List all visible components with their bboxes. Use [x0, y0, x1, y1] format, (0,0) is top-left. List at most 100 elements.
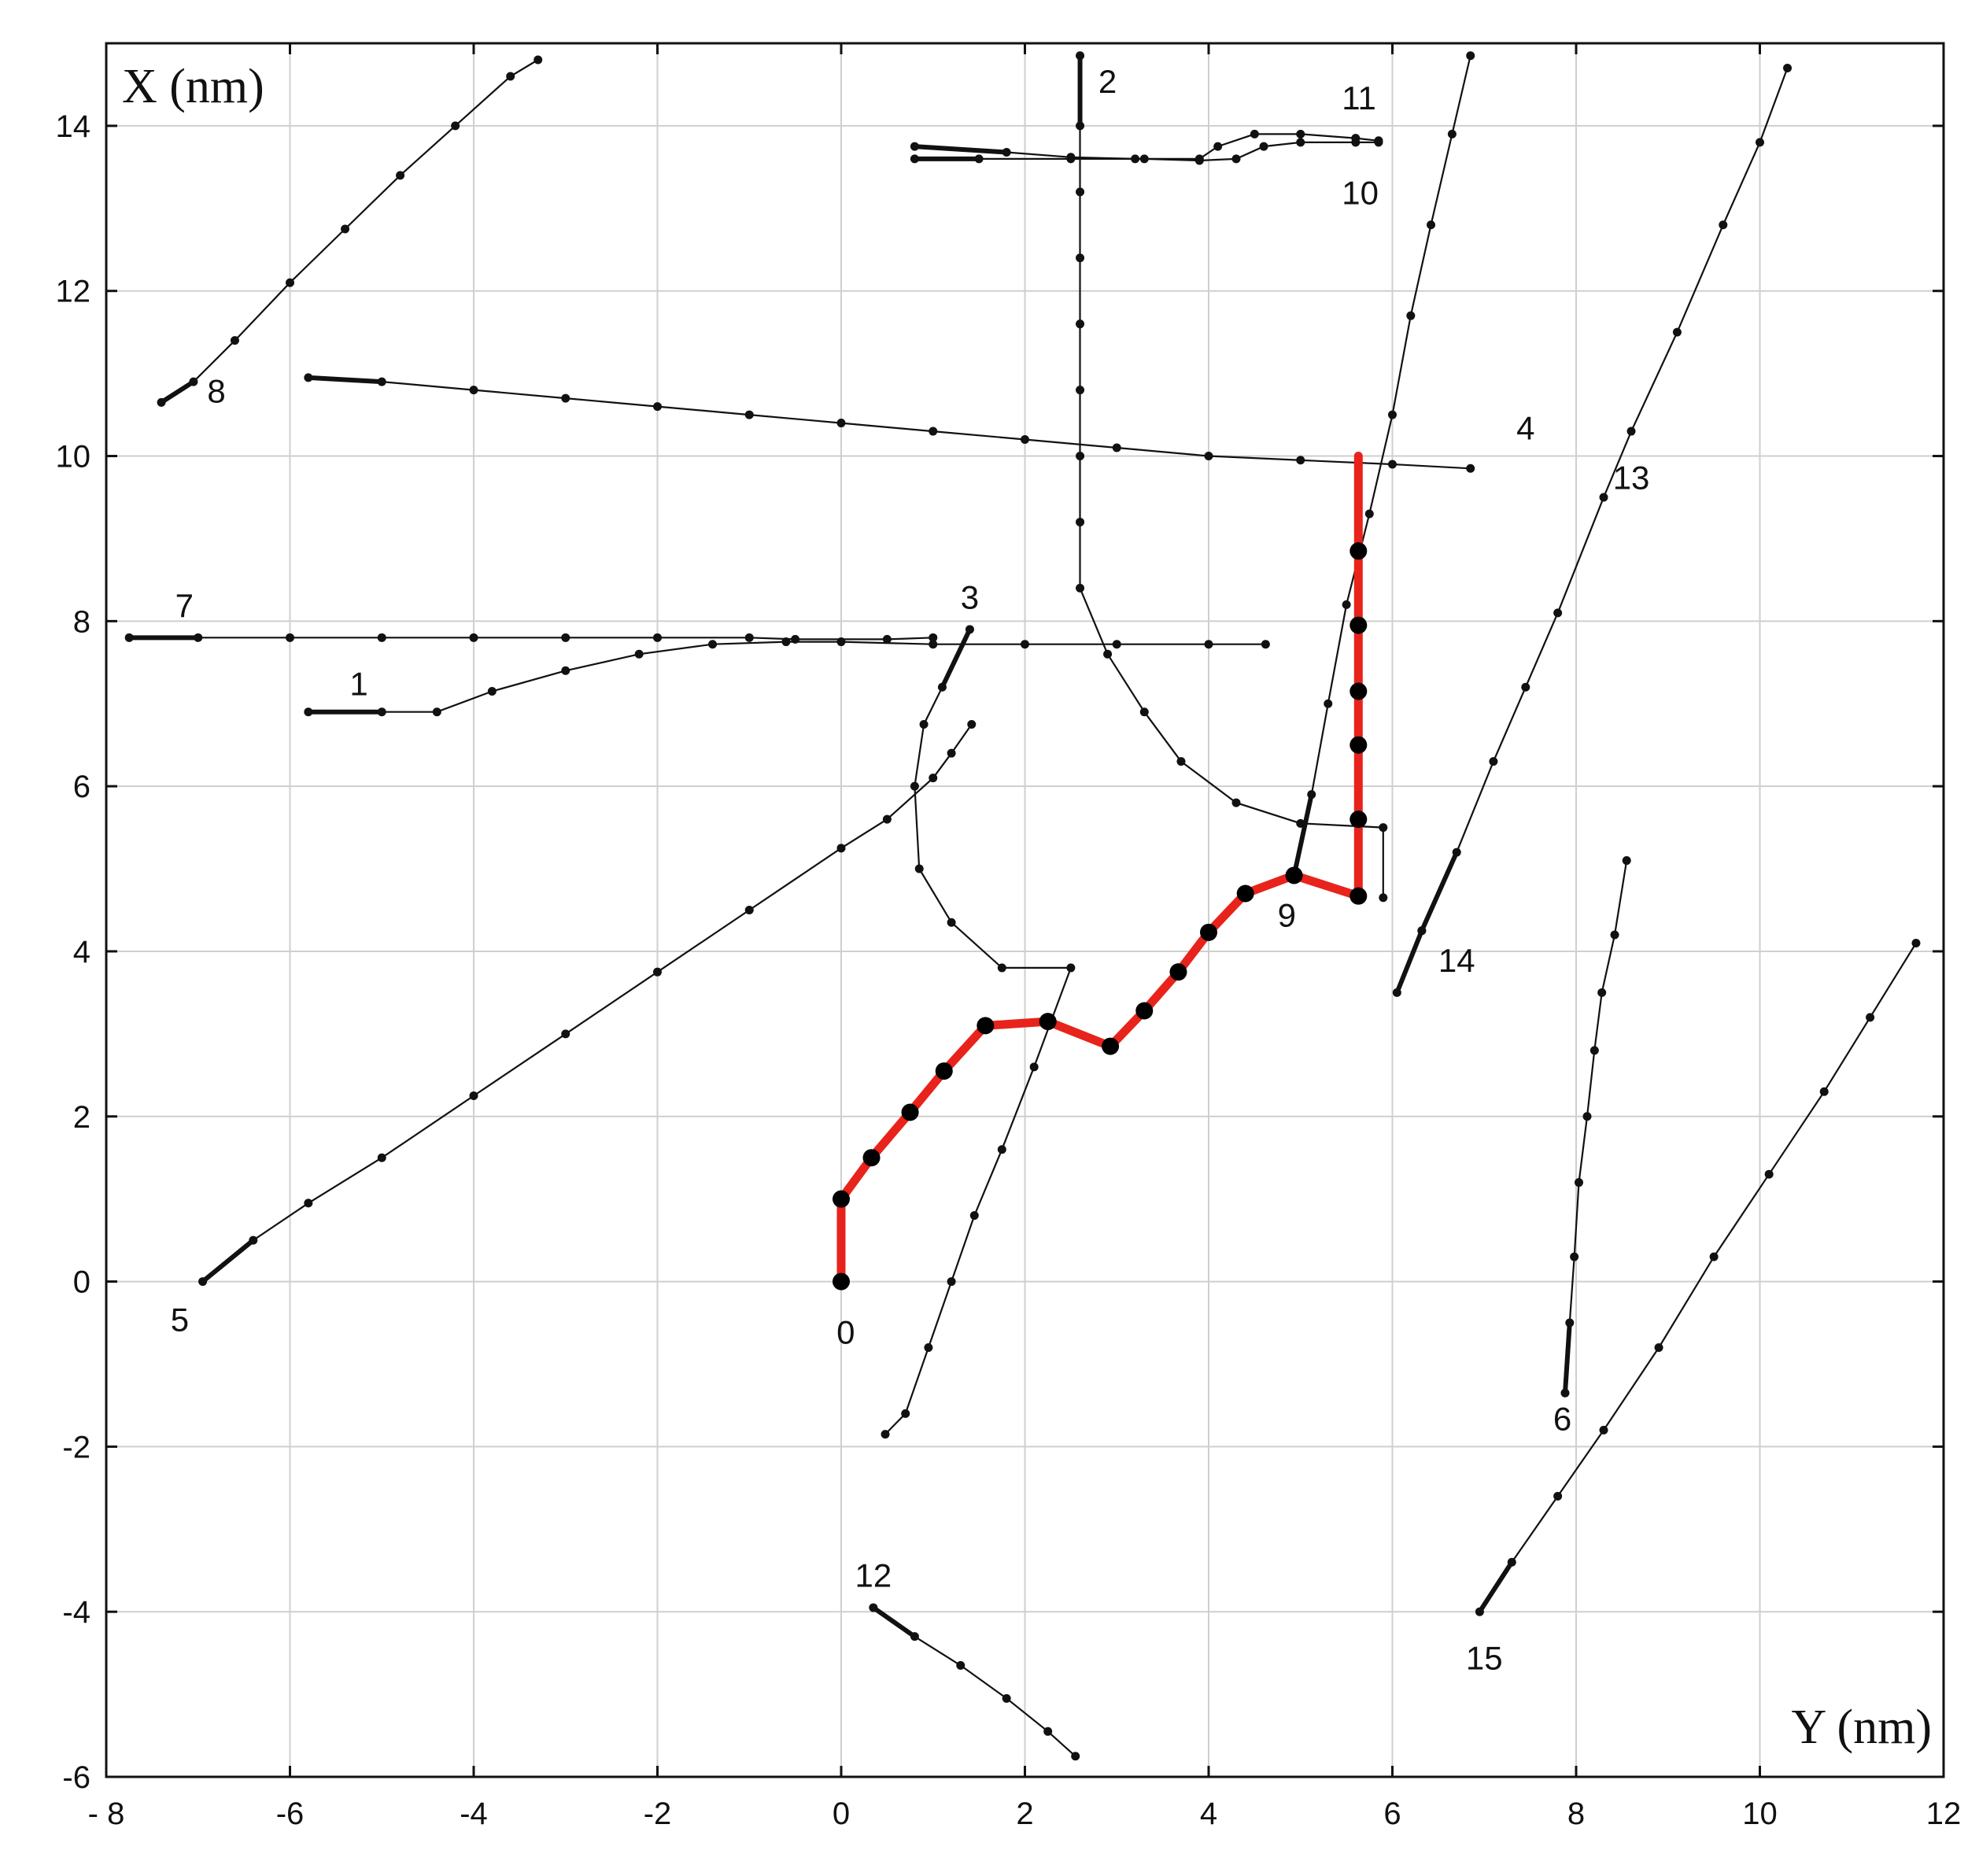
- series-point: [1043, 1726, 1053, 1736]
- series-point: [1250, 129, 1259, 138]
- series-point: [1112, 443, 1121, 452]
- y-tick-label: 6: [73, 770, 90, 804]
- series-point: [1406, 311, 1416, 320]
- traj-label-11: 11: [1342, 79, 1376, 116]
- traj-label-0: 0: [836, 1313, 855, 1350]
- series-point: [1388, 410, 1397, 419]
- traj-label-14: 14: [1438, 942, 1475, 979]
- series-point: [561, 1029, 570, 1039]
- series-layer: [124, 51, 1921, 1761]
- series-point: [1866, 1013, 1875, 1022]
- series-point: [708, 640, 718, 649]
- series-point: [1176, 757, 1186, 766]
- series-5: [198, 719, 977, 1287]
- series-point: [836, 419, 846, 428]
- series-point: [634, 649, 644, 659]
- highlight-point: [901, 1103, 919, 1121]
- series-point: [919, 719, 929, 729]
- series-point: [836, 844, 846, 853]
- series-11: [910, 129, 1383, 164]
- y-axis-title: X (nm): [122, 60, 264, 113]
- series-point: [1021, 435, 1029, 445]
- series-point: [1654, 1342, 1663, 1352]
- series-point: [1002, 147, 1011, 157]
- series-3: [881, 625, 1076, 1439]
- series-point: [1076, 319, 1085, 329]
- series-point: [341, 224, 350, 234]
- highlight-point: [833, 1272, 850, 1291]
- series-line-5: [201, 723, 973, 1283]
- y-tick-label: 4: [73, 935, 90, 969]
- y-tick-label: 2: [73, 1100, 90, 1135]
- series-line-9: [1293, 55, 1471, 876]
- series-point: [914, 864, 924, 873]
- series-point: [1553, 608, 1563, 618]
- series-point: [1379, 893, 1388, 903]
- series-line-11: [914, 133, 1379, 160]
- series-point: [377, 377, 386, 386]
- x-tick-label: 12: [1926, 1797, 1962, 1831]
- series-point: [947, 918, 956, 927]
- series-6: [1560, 856, 1631, 1398]
- series-point: [947, 748, 956, 758]
- series-start-14: [1394, 929, 1424, 994]
- highlight-point: [1349, 542, 1368, 560]
- series-12: [869, 1603, 1080, 1761]
- series-point: [1417, 926, 1427, 936]
- traj-label-13: 13: [1613, 459, 1650, 496]
- y-tick-label: 0: [73, 1265, 90, 1300]
- series-point: [1582, 1112, 1592, 1121]
- series-line-10: [914, 141, 1379, 162]
- series-point: [286, 633, 294, 642]
- series-point: [1231, 798, 1241, 807]
- series-15: [1475, 938, 1921, 1616]
- series-point: [1066, 963, 1076, 973]
- series-point: [1076, 452, 1085, 461]
- series-point: [965, 625, 974, 634]
- series-point: [1029, 1062, 1039, 1072]
- series-point: [1560, 1388, 1570, 1398]
- series-point: [189, 377, 198, 386]
- x-tick-label: -4: [460, 1797, 488, 1831]
- series-point: [1599, 1425, 1608, 1435]
- series-point: [869, 1603, 878, 1612]
- series-point: [304, 373, 313, 382]
- series-point: [1783, 63, 1793, 72]
- series-point: [1427, 220, 1436, 230]
- grid: [105, 43, 1944, 1778]
- series-point: [1622, 856, 1631, 866]
- series-point: [947, 1277, 956, 1287]
- series-point: [997, 963, 1006, 973]
- series-point: [230, 336, 239, 345]
- x-tick-label: -2: [644, 1797, 672, 1831]
- series-point: [1076, 583, 1085, 593]
- series-point: [469, 1091, 478, 1101]
- series-point: [1002, 1693, 1011, 1703]
- traj-label-2: 2: [1098, 63, 1117, 100]
- series-point: [487, 687, 497, 696]
- series-point: [1076, 187, 1085, 197]
- x-tick-label: - 8: [88, 1797, 125, 1831]
- series-4: [304, 373, 1475, 473]
- series-start-12: [872, 1605, 917, 1639]
- series-point: [929, 774, 938, 783]
- series-point: [249, 1235, 258, 1245]
- highlight-point: [1349, 736, 1368, 754]
- series-start-5: [201, 1238, 255, 1283]
- highlight-point: [1200, 923, 1217, 941]
- highlight-point: [833, 1190, 850, 1208]
- series-point: [1066, 153, 1076, 162]
- series-point: [997, 1145, 1006, 1154]
- series-point: [432, 707, 441, 717]
- series-start-13: [1420, 851, 1459, 932]
- series-point: [1131, 154, 1140, 164]
- series-point: [1521, 682, 1530, 692]
- series-point: [561, 633, 570, 642]
- series-point: [881, 1430, 890, 1439]
- x-axis-title: Y (nm): [1792, 1701, 1933, 1754]
- series-start-15: [1477, 1560, 1514, 1613]
- series-point: [1575, 1178, 1584, 1187]
- series-point: [1071, 1752, 1080, 1761]
- highlight-point: [1102, 1037, 1120, 1055]
